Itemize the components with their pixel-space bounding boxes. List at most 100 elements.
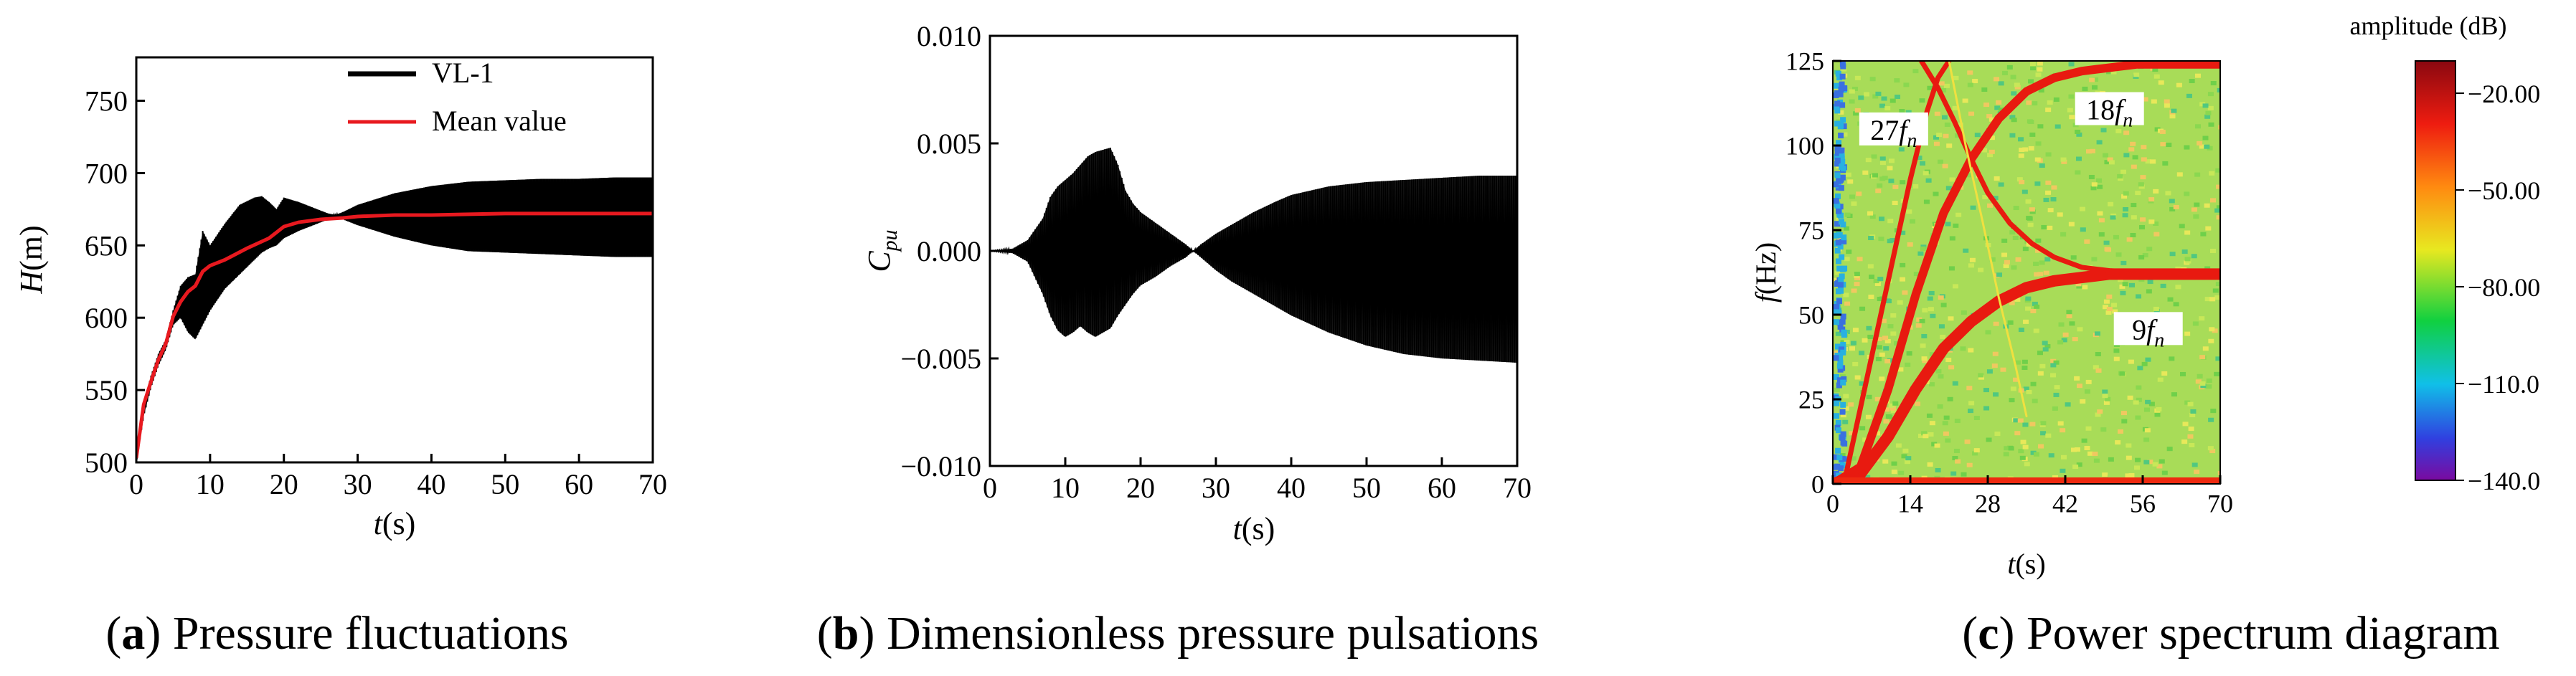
noise-cell	[2050, 373, 2057, 378]
noise-cell	[2204, 144, 2210, 149]
noise-cell	[2060, 232, 2067, 237]
annotation-box	[1859, 112, 1928, 146]
low-freq-cell	[1834, 172, 1841, 178]
noise-cell	[2057, 340, 2064, 345]
noise-cell	[2050, 363, 2057, 368]
low-freq-cell	[1836, 363, 1843, 369]
noise-cell	[1879, 216, 1885, 222]
noise-cell	[2145, 399, 2151, 404]
noise-cell	[2194, 202, 2200, 207]
low-freq-cell	[1835, 427, 1841, 434]
noise-cell	[2014, 297, 2021, 302]
low-freq-cell	[1833, 104, 1839, 110]
noise-cell	[1865, 158, 1872, 163]
low-freq-cell	[1834, 319, 1840, 325]
noise-cell	[1852, 361, 1859, 366]
noise-cell	[2103, 475, 2109, 480]
noise-cell	[2051, 185, 2057, 190]
noise-cell	[1879, 176, 1886, 181]
noise-cell	[2047, 225, 2053, 230]
low-freq-cell	[1833, 304, 1839, 310]
noise-cell	[2018, 328, 2024, 333]
panel-a-y-axis-label: H(m)	[14, 225, 49, 294]
noise-cell	[2138, 184, 2145, 189]
noise-cell	[2037, 351, 2043, 356]
low-freq-cell	[1838, 277, 1844, 283]
noise-cell	[2132, 155, 2138, 160]
low-freq-cell	[1834, 202, 1841, 209]
colorbar-tick-label: −140.0	[2468, 467, 2540, 495]
y-tick-label: −0.005	[900, 343, 981, 375]
panel-b-plot-area	[990, 147, 1517, 363]
low-freq-cell	[1837, 366, 1844, 373]
noise-cell	[2050, 197, 2057, 202]
annotation-sub: n	[1907, 130, 1917, 152]
noise-cell	[2057, 421, 2064, 426]
noise-cell	[2118, 176, 2124, 181]
panel-c-y-axis-label: f(Hz)	[1750, 242, 1782, 303]
noise-cell	[2011, 265, 2017, 270]
low-freq-cell	[1835, 70, 1841, 77]
low-freq-cell	[1834, 157, 1841, 163]
panel-b-caption-letter: b	[833, 607, 859, 660]
noise-cell	[1973, 448, 1980, 453]
noise-cell	[2117, 429, 2123, 434]
noise-cell	[1972, 451, 1978, 456]
noise-cell	[1948, 266, 1955, 271]
noise-cell	[2003, 263, 2009, 268]
noise-cell	[2021, 189, 2028, 194]
noise-cell	[2097, 211, 2103, 216]
noise-cell	[2216, 215, 2220, 220]
noise-cell	[2153, 74, 2160, 79]
noise-cell	[2057, 212, 2063, 217]
noise-cell	[2045, 180, 2052, 185]
noise-cell	[2060, 454, 2067, 460]
noise-cell	[2040, 421, 2047, 426]
noise-cell	[2197, 141, 2203, 146]
noise-cell	[1981, 87, 1988, 92]
noise-cell	[1841, 132, 1848, 137]
noise-cell	[2176, 172, 2183, 177]
low-freq-cell	[1837, 282, 1844, 288]
noise-cell	[2076, 284, 2082, 289]
noise-cell	[2076, 132, 2082, 137]
noise-cell	[1988, 117, 1995, 122]
panel-c-caption-letter: c	[1978, 607, 1999, 660]
noise-cell	[2029, 209, 2036, 214]
noise-cell	[2181, 249, 2188, 254]
noise-cell	[1874, 431, 1881, 436]
noise-cell	[2143, 460, 2150, 465]
low-freq-cell	[1834, 120, 1841, 127]
noise-cell	[2153, 306, 2159, 311]
noise-cell	[2147, 280, 2153, 285]
noise-cell	[2085, 379, 2092, 384]
noise-cell	[2014, 431, 2021, 436]
panel-c-y-ticks: 0 25 50 75 100 125	[1785, 47, 1841, 499]
noise-cell	[2066, 310, 2072, 315]
noise-cell	[2214, 371, 2220, 376]
x-tick-label: 20	[270, 468, 298, 500]
noise-cell	[2210, 409, 2217, 414]
noise-cell	[1930, 313, 1936, 318]
low-freq-cell	[1834, 108, 1841, 114]
y-tick-label: 25	[1798, 386, 1824, 414]
noise-cell	[2043, 270, 2049, 275]
noise-cell	[2110, 215, 2116, 220]
noise-cell	[1974, 133, 1981, 138]
noise-cell	[2038, 88, 2044, 93]
noise-cell	[2089, 148, 2095, 153]
noise-cell	[2039, 163, 2045, 168]
noise-cell	[2098, 218, 2105, 223]
noise-cell	[1999, 108, 2005, 113]
noise-cell	[1967, 82, 1973, 87]
noise-cell	[1988, 149, 1995, 154]
noise-cell	[2209, 327, 2215, 332]
noise-cell	[2120, 411, 2127, 416]
noise-cell	[1865, 414, 1872, 419]
noise-cell	[1862, 170, 1869, 175]
low-freq-cell	[1840, 313, 1846, 320]
low-freq-cell	[1836, 377, 1843, 384]
noise-cell	[2075, 170, 2081, 175]
panel-a-y-var: H	[14, 270, 49, 295]
noise-cell	[1879, 103, 1885, 108]
